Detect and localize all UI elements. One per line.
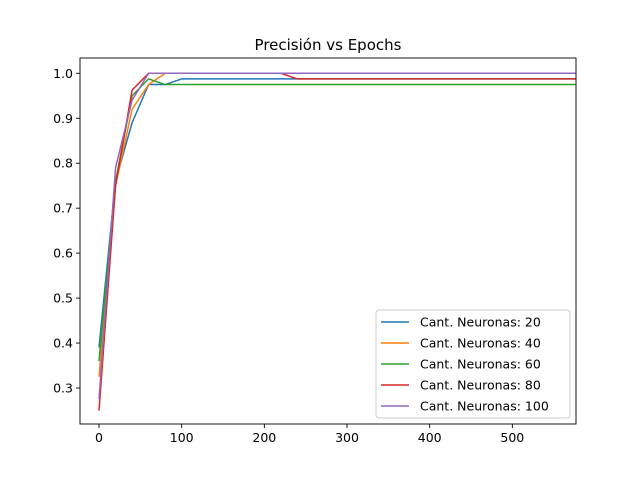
series-line-1	[98, 78, 576, 348]
plot-frame	[79, 57, 577, 425]
x-tick-label: 200	[252, 430, 276, 445]
series-lines	[98, 72, 576, 411]
x-tick-label: 100	[170, 430, 194, 445]
x-tick-label: 0	[95, 430, 103, 445]
legend-label: Cant. Neuronas: 60	[420, 357, 541, 372]
legend-label: Cant. Neuronas: 80	[420, 378, 541, 393]
y-tick-label: 0.3	[53, 381, 73, 396]
legend: Cant. Neuronas: 20 Cant. Neuronas: 40 Cant…	[375, 309, 571, 419]
y-tick-label: 0.4	[53, 336, 73, 351]
y-tick-label: 1.0	[53, 66, 73, 81]
chart-title: Precisión vs Epochs	[255, 36, 402, 54]
y-tick-label: 0.6	[53, 246, 73, 261]
y-tick-label: 0.8	[53, 156, 73, 171]
y-tick-label: 0.9	[53, 111, 73, 126]
x-tick-label: 500	[500, 430, 524, 445]
legend-label: Cant. Neuronas: 40	[420, 336, 541, 351]
legend-box	[375, 309, 571, 419]
y-tick-label: 0.5	[53, 291, 73, 306]
x-tick-label: 300	[335, 430, 359, 445]
axis-ticks: 0 100 200 300 400 500 0.3 0.4 0.5 0.6 0.7 0.8 0.9 1.0	[53, 66, 524, 445]
y-tick-label: 0.7	[53, 201, 73, 216]
legend-label: Cant. Neuronas: 100	[420, 399, 549, 414]
x-tick-label: 400	[418, 430, 442, 445]
legend-label: Cant. Neuronas: 20	[420, 315, 541, 330]
series-line-5	[98, 72, 576, 400]
series-line-3	[98, 78, 576, 362]
